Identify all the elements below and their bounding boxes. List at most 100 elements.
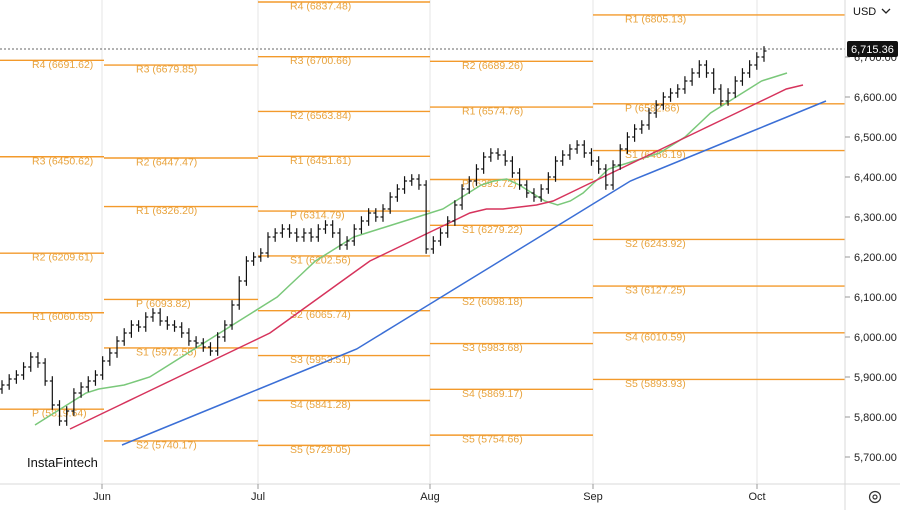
ohlc-bar: [64, 406, 70, 426]
ohlc-bar: [380, 204, 386, 222]
ohlc-bar: [660, 92, 666, 110]
ohlc-bar: [229, 300, 235, 330]
y-tick-label: 6,200.00: [854, 252, 897, 264]
ma-mid-line: [69, 84, 804, 430]
ohlc-bar: [696, 60, 702, 78]
y-tick-label: 6,300.00: [854, 212, 897, 224]
ohlc-bar: [21, 362, 27, 380]
pivot-label: R3 (6679.85): [136, 64, 197, 76]
ohlc-bar: [409, 174, 415, 186]
ohlc-bar: [215, 332, 221, 356]
ohlc-bar: [545, 172, 551, 194]
ohlc-bar: [200, 338, 206, 352]
ohlc-bar: [668, 88, 674, 102]
ohlc-bar: [531, 188, 537, 202]
ohlc-bar: [92, 370, 98, 386]
ohlc-bar: [423, 180, 429, 254]
pivot-label: R4 (6691.62): [32, 59, 93, 71]
ohlc-bar: [725, 88, 731, 106]
y-tick-label: 6,500.00: [854, 132, 897, 144]
ohlc-bar: [481, 152, 487, 174]
chevron-down-icon[interactable]: [881, 8, 891, 14]
pivot-label: R2 (6447.47): [136, 157, 197, 169]
ohlc-bar: [294, 228, 300, 242]
ohlc-bar: [689, 68, 695, 86]
ohlc-bar: [646, 108, 652, 130]
ohlc-bar: [581, 140, 587, 158]
ohlc-bar: [13, 370, 19, 384]
ohlc-bar: [258, 248, 264, 262]
x-tick-label: Jul: [251, 491, 265, 503]
ohlc-bar: [236, 276, 242, 310]
ohlc-bars: [0, 46, 767, 426]
ohlc-bar: [524, 180, 530, 198]
y-tick-label: 6,000.00: [854, 332, 897, 344]
ohlc-bar: [251, 252, 257, 266]
pivot-label: S2 (6065.74): [290, 309, 351, 321]
ohlc-bar: [445, 216, 451, 238]
pivot-label: S2 (5740.17): [136, 439, 197, 451]
ohlc-bar: [222, 320, 228, 342]
ohlc-bar: [416, 174, 422, 190]
ohlc-bar: [179, 322, 185, 338]
ohlc-bar: [747, 60, 753, 78]
ohlc-bar: [366, 208, 372, 226]
x-tick-label: Sep: [583, 491, 603, 503]
ohlc-bar: [301, 228, 307, 242]
currency-selector[interactable]: USD: [853, 6, 891, 18]
pivot-label: R1 (6060.65): [32, 311, 93, 323]
current-price-label: 6,715.36: [851, 44, 894, 56]
y-tick-label: 6,400.00: [854, 172, 897, 184]
pivot-levels: R4 (6691.62) R3 (6450.62) R2 (6209.61) R1 (…: [0, 1, 845, 456]
ohlc-bar: [172, 320, 178, 332]
ohlc-bar: [754, 52, 760, 70]
pivot-label: R3 (6700.66): [290, 55, 351, 67]
ohlc-bar: [107, 348, 113, 366]
pivot-label: S4 (5841.28): [290, 399, 351, 411]
ohlc-bar: [682, 76, 688, 94]
currency-label[interactable]: USD: [853, 6, 876, 18]
ohlc-bar: [596, 156, 602, 174]
ohlc-bar: [358, 216, 364, 234]
ohlc-bar: [308, 228, 314, 242]
pivot-label: S5 (5729.05): [290, 444, 351, 456]
ohlc-bar: [567, 144, 573, 160]
pivot-label: P (6582.86): [625, 102, 680, 114]
ohlc-bar: [322, 220, 328, 234]
pivot-label: S2 (6098.18): [462, 296, 523, 308]
ohlc-bar: [150, 308, 156, 322]
ohlc-bar: [57, 400, 63, 426]
ohlc-bar: [495, 148, 501, 160]
ohlc-bar: [502, 150, 508, 166]
settings-icon[interactable]: [868, 490, 882, 504]
pivot-label: R2 (6689.26): [462, 60, 523, 72]
ohlc-bar: [610, 160, 616, 190]
ohlc-bar: [438, 228, 444, 246]
ohlc-bar: [517, 168, 523, 190]
y-tick-label: 5,700.00: [854, 452, 897, 464]
ohlc-bar: [49, 376, 55, 410]
ohlc-bar: [402, 176, 408, 194]
watermark: InstaFintech: [27, 455, 98, 470]
ohlc-bar: [373, 208, 379, 222]
ohlc-bar: [207, 342, 213, 356]
ohlc-bar: [28, 352, 34, 372]
ohlc-bar: [164, 316, 170, 330]
ohlc-bar: [315, 224, 321, 242]
ohlc-bar: [538, 184, 544, 202]
y-tick-label: 5,900.00: [854, 372, 897, 384]
ohlc-bar: [330, 220, 336, 238]
x-tick-label: Aug: [420, 491, 440, 503]
ohlc-bar: [243, 256, 249, 286]
ma-slow-line: [121, 100, 827, 446]
pivot-label: S5 (5754.66): [462, 434, 523, 446]
ohlc-bar: [452, 200, 458, 226]
ohlc-bar: [279, 224, 285, 238]
ohlc-bar: [6, 374, 12, 390]
ohlc-bar: [653, 100, 659, 118]
ohlc-bar: [488, 148, 494, 162]
pivot-label: R1 (6451.61): [290, 155, 351, 167]
moving-averages: [34, 72, 827, 446]
ohlc-bar: [560, 150, 566, 166]
ohlc-bar: [136, 320, 142, 332]
